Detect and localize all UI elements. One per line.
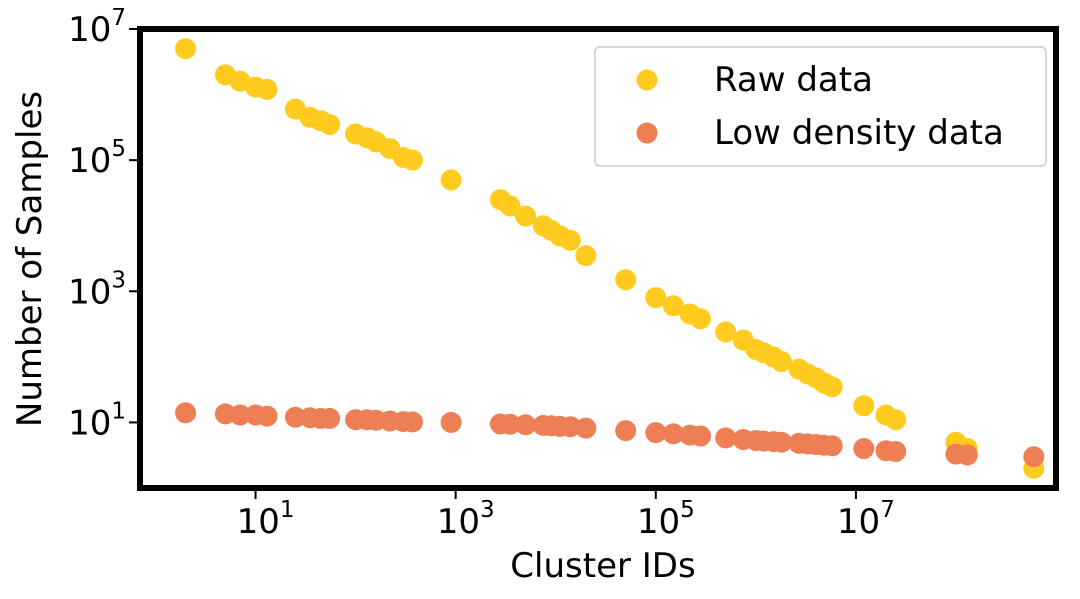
point-low-density-data-44 xyxy=(956,444,978,466)
point-low-density-data-2 xyxy=(229,404,251,426)
point-low-density-data-24 xyxy=(615,420,637,442)
point-raw-data-23 xyxy=(575,245,597,267)
point-low-density-data-23 xyxy=(575,417,597,439)
point-raw-data-40 xyxy=(853,395,875,417)
x-tick-label-2: 105 xyxy=(637,497,695,542)
point-raw-data-42 xyxy=(885,409,907,431)
point-low-density-data-29 xyxy=(715,427,737,449)
plot-frame xyxy=(137,26,1059,491)
data-points xyxy=(175,38,1045,479)
point-raw-data-22 xyxy=(559,229,581,251)
point-low-density-data-15 xyxy=(440,411,462,433)
point-low-density-data-42 xyxy=(885,441,907,462)
x-tick-label-1: 103 xyxy=(437,497,495,542)
point-raw-data-29 xyxy=(715,321,737,343)
legend-label-raw-data: Raw data xyxy=(714,60,873,100)
point-raw-data-34 xyxy=(770,351,792,372)
point-raw-data-17 xyxy=(499,195,521,217)
point-raw-data-28 xyxy=(690,308,711,330)
point-low-density-data-28 xyxy=(690,425,711,447)
point-low-density-data-34 xyxy=(770,431,792,453)
y-tick-label-2: 105 xyxy=(68,136,126,181)
point-low-density-data-45 xyxy=(1023,446,1045,468)
x-tick-label-0: 101 xyxy=(237,497,295,542)
point-low-density-data-8 xyxy=(319,407,341,429)
legend-marker-low-density-data xyxy=(636,122,658,144)
y-tick-label-1: 103 xyxy=(68,267,126,312)
legend-label-low-density-data: Low density data xyxy=(714,113,1004,153)
y-axis-title: Number of Samples xyxy=(10,91,50,427)
point-raw-data-24 xyxy=(615,269,637,291)
legend-marker-raw-data xyxy=(636,69,658,91)
point-raw-data-26 xyxy=(662,295,684,317)
x-axis-ticks: 101 103 105 107 xyxy=(237,491,895,542)
x-tick-label-3: 107 xyxy=(837,497,895,542)
y-tick-label-0: 101 xyxy=(68,398,126,443)
point-low-density-data-17 xyxy=(499,413,521,435)
point-raw-data-15 xyxy=(440,169,462,191)
point-raw-data-8 xyxy=(319,114,341,135)
point-low-density-data-22 xyxy=(559,416,581,438)
point-low-density-data-4 xyxy=(256,405,278,427)
point-raw-data-39 xyxy=(821,376,843,398)
point-low-density-data-26 xyxy=(662,423,684,445)
point-raw-data-25 xyxy=(645,287,667,309)
point-raw-data-0 xyxy=(175,38,197,60)
x-axis-title: Cluster IDs xyxy=(510,546,695,586)
legend-box xyxy=(594,46,1047,167)
point-low-density-data-18 xyxy=(515,414,537,436)
point-low-density-data-39 xyxy=(821,435,843,457)
point-low-density-data-40 xyxy=(853,438,875,459)
legend: Raw data Low density data xyxy=(594,46,1047,167)
point-low-density-data-0 xyxy=(175,402,197,424)
y-axis-ticks: 101 103 105 107 xyxy=(68,5,137,443)
point-low-density-data-14 xyxy=(402,411,423,433)
y-tick-label-3: 107 xyxy=(68,5,126,50)
point-raw-data-4 xyxy=(256,78,278,100)
point-low-density-data-25 xyxy=(645,422,667,444)
point-raw-data-18 xyxy=(515,205,537,227)
point-raw-data-14 xyxy=(402,149,423,171)
